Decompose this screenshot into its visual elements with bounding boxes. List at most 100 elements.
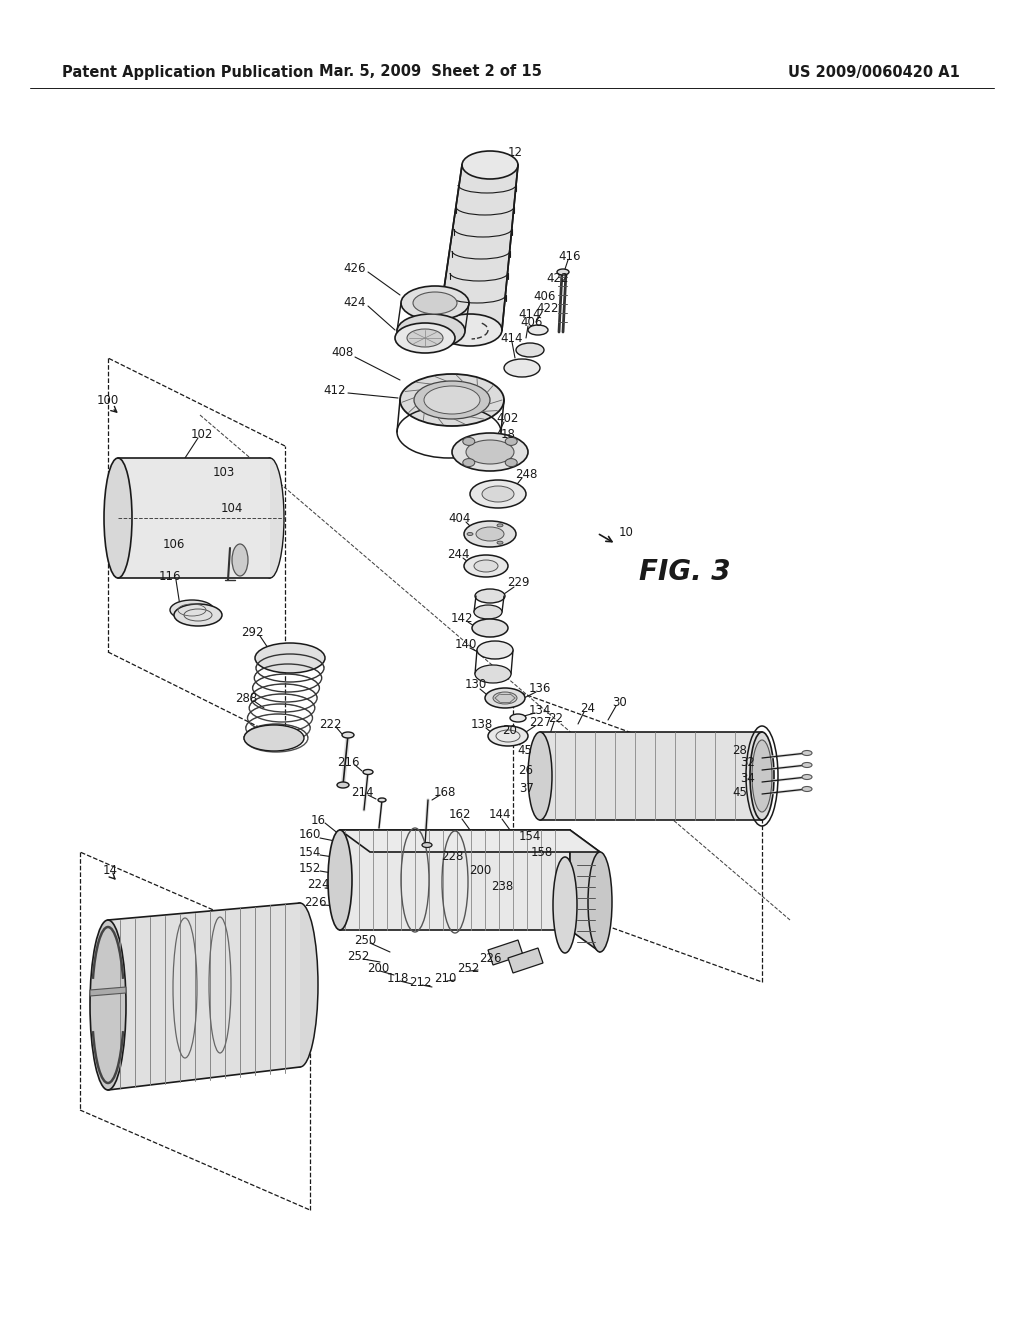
Ellipse shape — [244, 725, 304, 751]
Text: 200: 200 — [367, 961, 389, 974]
Text: 422: 422 — [547, 272, 569, 285]
Text: 45: 45 — [517, 743, 532, 756]
Polygon shape — [340, 830, 600, 851]
Text: 118: 118 — [387, 972, 410, 985]
Text: 136: 136 — [528, 681, 551, 694]
Ellipse shape — [401, 286, 469, 319]
Ellipse shape — [467, 532, 473, 536]
Text: 200: 200 — [469, 863, 492, 876]
Ellipse shape — [464, 521, 516, 546]
Text: 140: 140 — [455, 638, 477, 651]
Ellipse shape — [362, 770, 373, 775]
Ellipse shape — [475, 665, 511, 682]
Text: 222: 222 — [318, 718, 341, 730]
Text: 32: 32 — [740, 755, 756, 768]
Text: 229: 229 — [507, 577, 529, 590]
Text: 154: 154 — [299, 846, 322, 858]
Polygon shape — [488, 940, 523, 965]
Text: 100: 100 — [97, 393, 119, 407]
Text: 424: 424 — [344, 296, 367, 309]
Text: 214: 214 — [351, 785, 374, 799]
Text: 138: 138 — [471, 718, 494, 730]
Ellipse shape — [452, 433, 528, 471]
Text: 160: 160 — [299, 829, 322, 842]
Text: 252: 252 — [457, 961, 479, 974]
Ellipse shape — [378, 799, 386, 803]
Text: 248: 248 — [515, 469, 538, 482]
Ellipse shape — [414, 381, 490, 418]
Ellipse shape — [463, 458, 475, 466]
Text: 228: 228 — [440, 850, 463, 862]
Ellipse shape — [474, 605, 502, 619]
Ellipse shape — [497, 524, 503, 527]
Text: 26: 26 — [518, 763, 534, 776]
Polygon shape — [340, 830, 570, 931]
Polygon shape — [508, 948, 543, 973]
Text: 103: 103 — [213, 466, 236, 479]
Text: 22: 22 — [549, 711, 563, 725]
Ellipse shape — [174, 605, 222, 626]
Text: 16: 16 — [310, 813, 326, 826]
Ellipse shape — [802, 787, 812, 792]
Ellipse shape — [557, 269, 569, 275]
Text: 34: 34 — [740, 771, 756, 784]
Text: 104: 104 — [221, 502, 243, 515]
Text: 14: 14 — [102, 863, 118, 876]
Ellipse shape — [802, 751, 812, 755]
Ellipse shape — [472, 619, 508, 638]
Ellipse shape — [475, 589, 505, 603]
Text: 45: 45 — [732, 785, 748, 799]
Text: 416: 416 — [559, 249, 582, 263]
Text: US 2009/0060420 A1: US 2009/0060420 A1 — [788, 65, 961, 79]
Text: 144: 144 — [488, 808, 511, 821]
Text: 134: 134 — [528, 704, 551, 717]
Ellipse shape — [802, 763, 812, 767]
Text: 422: 422 — [537, 301, 559, 314]
Text: 162: 162 — [449, 808, 471, 821]
Text: 154: 154 — [519, 830, 542, 843]
Ellipse shape — [342, 733, 354, 738]
Ellipse shape — [482, 486, 514, 502]
Ellipse shape — [104, 458, 132, 578]
Text: 142: 142 — [451, 611, 473, 624]
Ellipse shape — [400, 374, 504, 426]
Ellipse shape — [505, 437, 517, 445]
Ellipse shape — [282, 903, 318, 1067]
Polygon shape — [108, 903, 300, 1090]
Ellipse shape — [424, 385, 480, 414]
Ellipse shape — [407, 329, 443, 347]
Text: 408: 408 — [331, 346, 353, 359]
Text: 102: 102 — [190, 428, 213, 441]
Ellipse shape — [463, 437, 475, 445]
Text: 238: 238 — [490, 880, 513, 894]
Ellipse shape — [422, 842, 432, 847]
Text: 210: 210 — [434, 972, 456, 985]
Text: 130: 130 — [465, 678, 487, 692]
Text: 288: 288 — [234, 692, 257, 705]
Ellipse shape — [438, 314, 502, 346]
Text: 12: 12 — [508, 145, 522, 158]
Polygon shape — [90, 987, 126, 997]
Ellipse shape — [232, 544, 248, 576]
Text: 212: 212 — [409, 975, 431, 989]
Ellipse shape — [510, 714, 526, 722]
Ellipse shape — [337, 781, 349, 788]
Ellipse shape — [395, 323, 455, 352]
Text: 20: 20 — [503, 723, 517, 737]
Ellipse shape — [505, 458, 517, 466]
Ellipse shape — [397, 314, 465, 348]
Ellipse shape — [553, 857, 577, 953]
Text: 250: 250 — [354, 933, 376, 946]
Polygon shape — [118, 458, 270, 578]
Polygon shape — [570, 830, 600, 952]
Text: 224: 224 — [307, 879, 330, 891]
Text: 168: 168 — [434, 785, 456, 799]
Text: 426: 426 — [344, 261, 367, 275]
Ellipse shape — [466, 440, 514, 465]
Ellipse shape — [170, 601, 214, 620]
Ellipse shape — [528, 325, 548, 335]
Text: 30: 30 — [612, 696, 628, 709]
Ellipse shape — [470, 480, 526, 508]
Text: FIG. 3: FIG. 3 — [639, 558, 731, 586]
Text: 406: 406 — [521, 315, 543, 329]
